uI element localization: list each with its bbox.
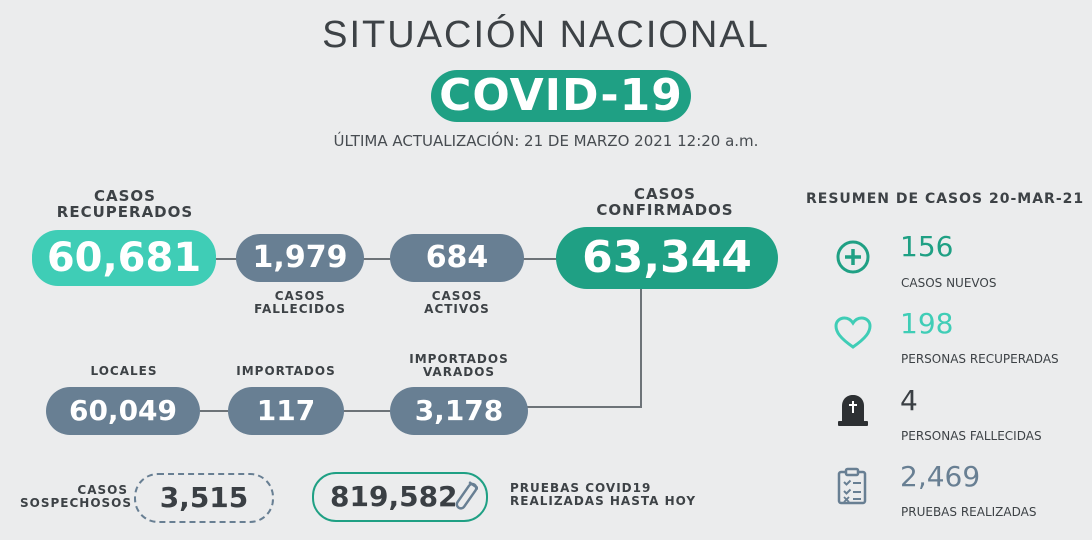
heart-icon [834,316,872,350]
connector-line [362,258,392,260]
connector-line [210,258,240,260]
sospechosos-label: CASOS SOSPECHOSOS [20,483,133,510]
importados-label: IMPORTADOS [236,364,336,378]
connector-line [200,410,228,412]
fallecidas-value: 4 [900,384,918,417]
covid-badge: COVID-19 [431,70,691,122]
pruebas-value: 819,582 [330,480,458,513]
locales-value: 60,049 [46,387,200,435]
pruebas-realizadas-label: PRUEBAS REALIZADAS [901,505,1037,519]
pruebas-realizadas-value: 2,469 [900,460,981,493]
pruebas-box: 819,582 [312,472,488,522]
varados-value: 3,178 [390,387,528,435]
connector-line [526,406,642,408]
connector-line [640,288,642,408]
test-tube-icon [454,480,478,514]
last-update: ÚLTIMA ACTUALIZACIÓN: 21 DE MARZO 2021 1… [333,132,759,150]
activos-value: 684 [390,234,524,282]
pruebas-label: PRUEBAS COVID19 REALIZADAS HASTA HOY [510,481,697,508]
resumen-title: RESUMEN DE CASOS 20-MAR-21 [806,191,1085,207]
fallecidos-value: 1,979 [236,234,364,282]
importados-value: 117 [228,387,344,435]
locales-label: LOCALES [90,364,158,378]
connector-line [522,258,560,260]
connector-line [342,410,390,412]
varados-label: IMPORTADOS VARADOS [409,352,509,379]
recuperados-value: 60,681 [32,230,216,286]
casos-nuevos-value: 156 [900,230,954,263]
plus-circle-icon [836,240,870,274]
clipboard-icon [836,467,868,505]
recuperados-label: CASOS RECUPERADOS [56,187,194,221]
page-title: SITUACIÓN NACIONAL [322,14,770,56]
recuperadas-value: 198 [900,307,954,340]
confirmados-value: 63,344 [556,227,778,289]
fallecidas-label: PERSONAS FALLECIDAS [901,429,1042,443]
fallecidos-label: CASOS FALLECIDOS [254,289,346,316]
recuperadas-label: PERSONAS RECUPERADAS [901,352,1059,366]
casos-nuevos-label: CASOS NUEVOS [901,276,997,290]
tombstone-icon [836,392,870,428]
confirmados-label: CASOS CONFIRMADOS [596,185,734,219]
activos-label: CASOS ACTIVOS [424,289,490,316]
sospechosos-value: 3,515 [134,473,274,523]
